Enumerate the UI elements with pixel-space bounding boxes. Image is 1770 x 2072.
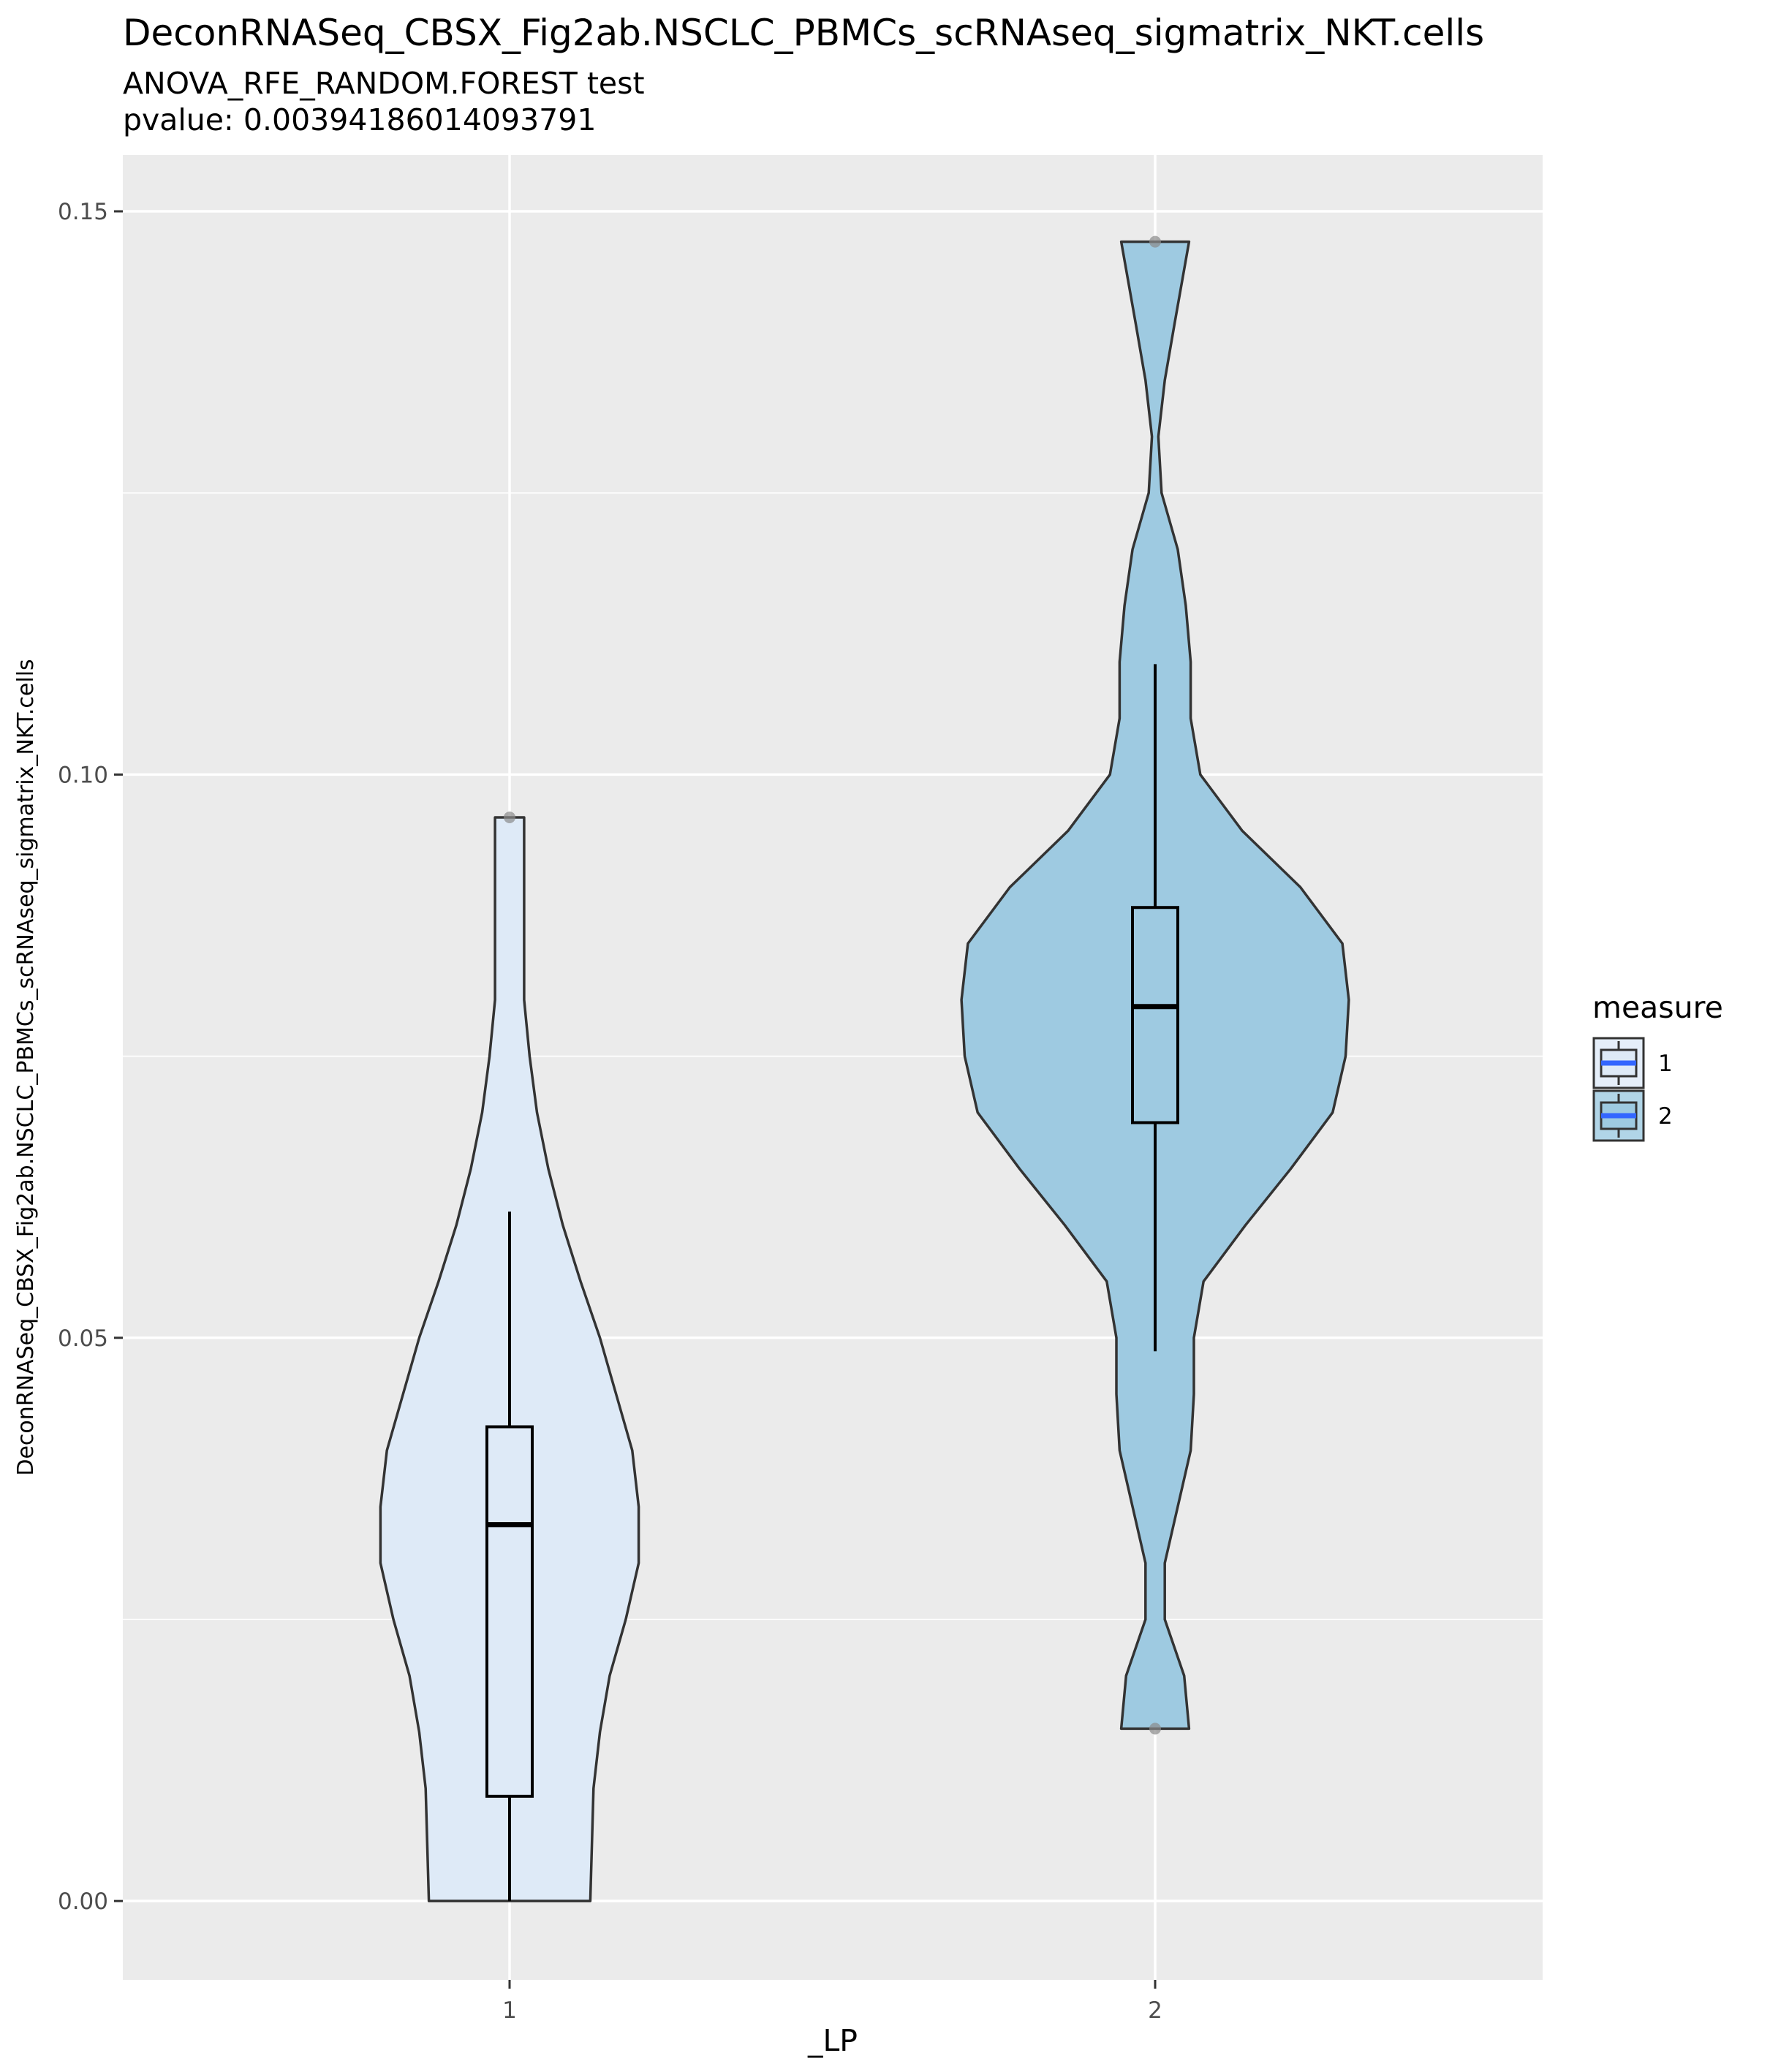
legend-key-1: [1592, 1037, 1645, 1089]
chart-subtitle-line-2: pvalue: 0.00394186014093791: [123, 102, 596, 137]
x-axis-title: _LP: [807, 2023, 858, 2058]
legend-label-1: 1: [1658, 1051, 1673, 1077]
chart-subtitle-line-1: ANOVA_RFE_RANDOM.FOREST test: [123, 66, 645, 101]
y-tick-label: 0.00: [58, 1888, 108, 1915]
y-axis: 0.00 0.05 0.10 0.15: [58, 199, 123, 1915]
y-tick-label: 0.10: [58, 762, 108, 788]
outlier-point: [1149, 1723, 1161, 1735]
box-1: [485, 1425, 534, 1798]
x-tick-label: 2: [1148, 1997, 1162, 2024]
box-2: [1131, 906, 1179, 1124]
legend: measure 1 2: [1592, 990, 1723, 1142]
outlier-point: [504, 811, 515, 823]
outlier-point: [1149, 235, 1161, 248]
legend-label-2: 2: [1658, 1103, 1673, 1130]
y-tick-label: 0.15: [58, 199, 108, 225]
x-tick-label: 1: [502, 1997, 517, 2024]
chart-title: DeconRNASeq_CBSX_Fig2ab.NSCLC_PBMCs_scRN…: [123, 12, 1484, 54]
y-axis-title: DeconRNASeq_CBSX_Fig2ab.NSCLC_PBMCs_scRN…: [13, 659, 39, 1475]
legend-key-2: [1592, 1089, 1645, 1142]
violins: [379, 235, 1350, 1902]
legend-title: measure: [1592, 990, 1723, 1025]
y-tick-label: 0.05: [58, 1326, 108, 1352]
